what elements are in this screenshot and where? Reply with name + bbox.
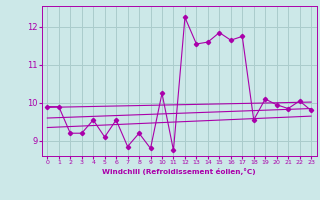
X-axis label: Windchill (Refroidissement éolien,°C): Windchill (Refroidissement éolien,°C) (102, 168, 256, 175)
